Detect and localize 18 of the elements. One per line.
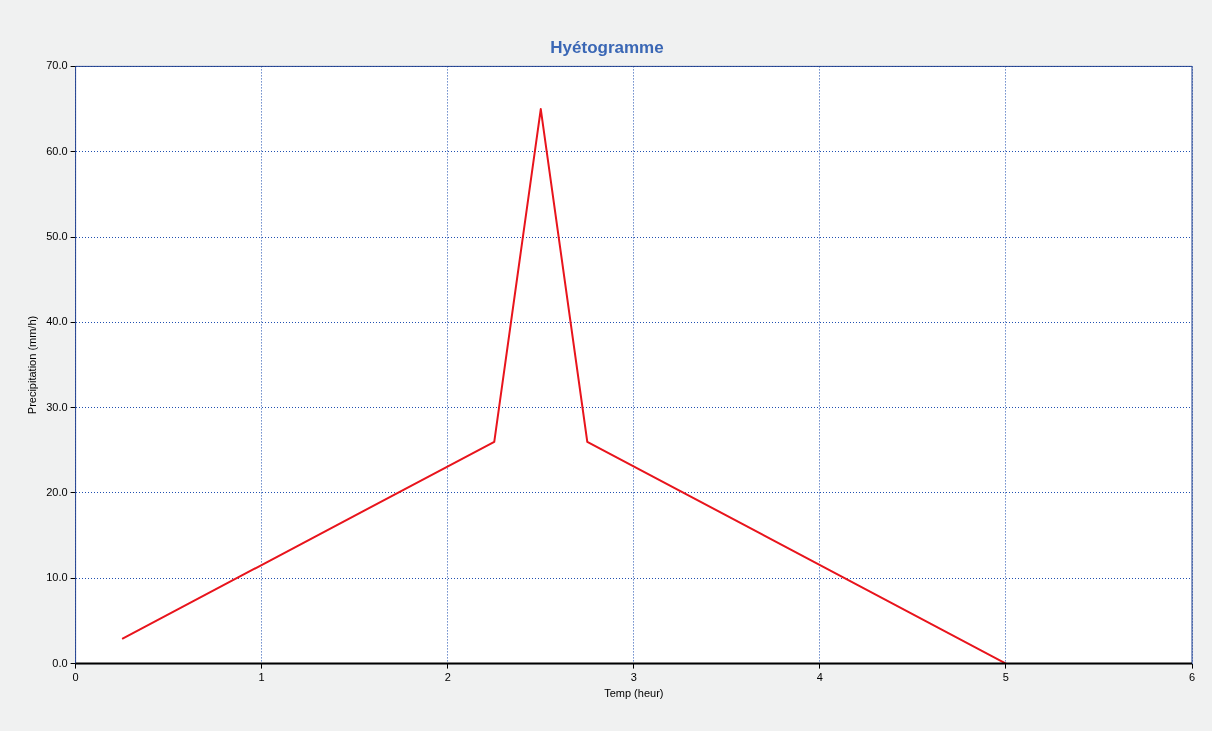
- y-tick-label: 30.0: [46, 400, 68, 413]
- y-tick-label: 20.0: [46, 486, 68, 498]
- x-tick-label: 4: [816, 671, 823, 684]
- y-tick-label: 10.0: [46, 571, 68, 584]
- y-tick-label: 70.0: [46, 59, 68, 72]
- x-axis-title: Temp (heur): [604, 687, 664, 700]
- x-tick-label: 3: [630, 671, 637, 684]
- x-tick-label: 2: [444, 671, 451, 684]
- y-tick-label: 40.0: [46, 315, 68, 328]
- y-tick-label: 50.0: [46, 230, 68, 243]
- x-tick-label: 1: [258, 671, 265, 684]
- x-tick-label: 5: [1002, 671, 1009, 684]
- x-tick-label: 6: [1188, 671, 1196, 684]
- y-tick-label: 60.0: [46, 144, 68, 157]
- y-tick-label: 0.0: [52, 656, 68, 669]
- x-tick-label: 0: [72, 671, 79, 684]
- y-axis-title: Precipitation (mm/h): [25, 315, 38, 415]
- chart-title: Hyétogramme: [550, 37, 664, 57]
